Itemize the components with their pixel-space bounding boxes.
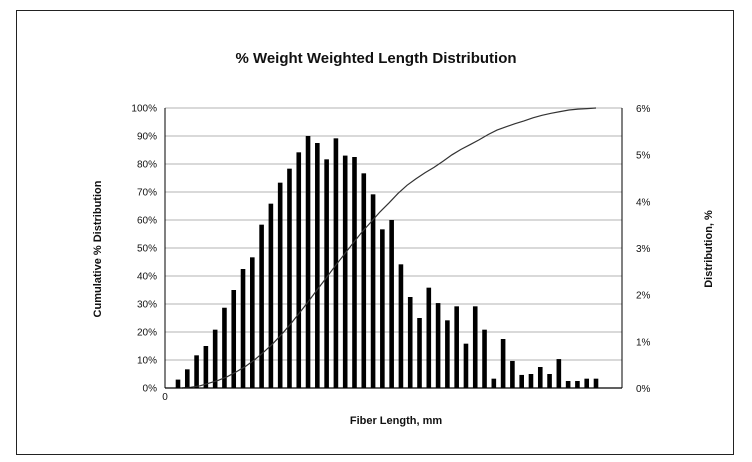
bar	[352, 157, 357, 388]
bar	[184, 369, 190, 388]
left-tick-label: 100%	[131, 104, 157, 115]
bar	[380, 229, 385, 388]
left-tick-label: 90%	[137, 132, 157, 143]
right-tick-label: 6%	[636, 104, 651, 115]
bar	[277, 182, 283, 388]
left-tick-label: 0%	[143, 384, 158, 395]
left-axis-label: Cumulative % Distribution	[92, 180, 104, 317]
bar	[435, 303, 441, 388]
bar	[445, 320, 450, 388]
bar	[389, 220, 394, 388]
bar	[333, 138, 339, 388]
right-axis-label: Distribution, %	[703, 210, 715, 288]
right-tick-label: 5%	[636, 151, 651, 162]
bar	[203, 346, 209, 388]
left-tick-label: 80%	[137, 160, 157, 171]
bar	[417, 318, 422, 388]
x-tick-label: 0	[162, 392, 168, 403]
bar	[315, 143, 320, 388]
bar	[454, 306, 459, 388]
right-tick-label: 3%	[636, 244, 651, 255]
bar	[482, 329, 487, 388]
bar	[268, 203, 274, 388]
bar	[547, 374, 552, 388]
cumulative-line-series	[181, 107, 597, 389]
bar	[370, 194, 376, 388]
bar	[472, 306, 478, 388]
bar	[194, 355, 199, 388]
left-tick-label: 20%	[137, 328, 157, 339]
bar	[240, 269, 246, 388]
left-tick-label: 30%	[137, 300, 157, 311]
bar	[500, 339, 506, 388]
bar	[491, 378, 497, 388]
left-axis-ticks: 0% 10% 20% 30% 40% 50% 60% 70% 80% 90% 100%	[131, 104, 157, 395]
bar	[212, 329, 218, 388]
left-tick-label: 10%	[137, 356, 157, 367]
left-tick-label: 60%	[137, 216, 157, 227]
chart-title: % Weight Weighted Length Distribution	[235, 50, 517, 67]
bar	[342, 155, 348, 388]
right-tick-label: 4%	[636, 197, 651, 208]
bar	[407, 297, 413, 388]
bar	[537, 367, 543, 388]
bar	[222, 307, 227, 388]
right-tick-label: 1%	[636, 337, 651, 348]
right-axis-ticks: 0% 1% 2% 3% 4% 5% 6%	[636, 104, 651, 395]
bar	[175, 379, 181, 388]
bar	[296, 152, 302, 388]
bar	[528, 374, 534, 388]
bar	[361, 173, 367, 388]
x-axis-ticks: 0	[162, 392, 168, 403]
right-tick-label: 0%	[636, 384, 651, 395]
bar	[519, 374, 524, 388]
bar	[231, 290, 237, 388]
cumulative-line	[181, 107, 597, 389]
left-tick-label: 40%	[137, 272, 157, 283]
bar	[398, 264, 404, 388]
left-tick-label: 70%	[137, 188, 157, 199]
bar	[565, 381, 571, 388]
axes	[164, 108, 623, 389]
left-tick-label: 50%	[137, 244, 157, 255]
bar-series	[175, 136, 599, 388]
bar	[510, 360, 515, 388]
bar	[426, 287, 432, 388]
bar	[287, 168, 292, 388]
bar	[305, 136, 311, 388]
bar	[575, 381, 580, 388]
x-axis-label: Fiber Length, mm	[350, 415, 443, 427]
bar	[463, 343, 469, 388]
bar	[259, 224, 264, 388]
bar	[584, 378, 590, 388]
bar	[556, 359, 562, 388]
bar	[250, 257, 255, 388]
bar	[324, 159, 329, 388]
bar	[593, 378, 599, 388]
right-tick-label: 2%	[636, 291, 651, 302]
